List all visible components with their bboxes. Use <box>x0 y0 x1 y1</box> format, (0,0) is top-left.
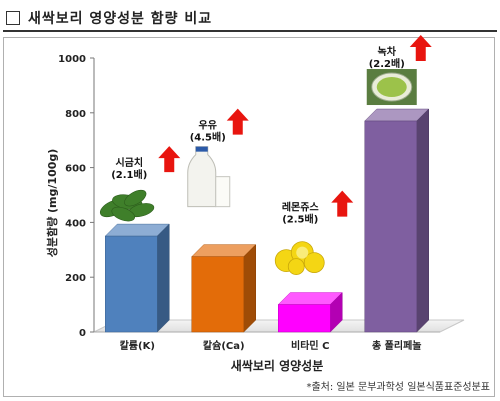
title-underline <box>3 30 497 32</box>
milk-icon <box>187 146 231 208</box>
bar-side-face <box>157 223 170 333</box>
milk-bottle <box>187 146 217 208</box>
bar-side-face <box>243 244 256 333</box>
red-up-arrow-icon <box>331 190 354 217</box>
x-tick-label: 비타민 C <box>291 339 329 352</box>
spinach-leaf <box>124 189 147 207</box>
bar-front-face <box>364 120 417 333</box>
red-up-arrow-icon <box>409 35 432 62</box>
bar <box>104 223 170 333</box>
x-tick-label: 칼륨(K) <box>120 339 155 352</box>
x-axis-title: 새싹보리 영양성분 <box>231 358 324 373</box>
y-tick-label: 400 <box>65 218 86 229</box>
green-tea-icon <box>366 69 417 106</box>
y-axis-title: 성분함량 (mg/100g) <box>45 149 59 258</box>
spinach-leaf <box>111 206 136 222</box>
lemon <box>287 258 305 276</box>
bar <box>277 291 343 333</box>
lemon-slice <box>296 246 309 259</box>
y-tick-label: 600 <box>65 164 86 175</box>
red-up-arrow-icon <box>226 108 249 135</box>
comparison-label: 녹차 <box>378 45 397 58</box>
spinach-icon <box>99 188 156 223</box>
milk-cap <box>195 146 208 152</box>
x-tick-label: 칼슘(Ca) <box>203 339 245 352</box>
comparison-label: 레몬쥬스 <box>282 201 319 214</box>
comparison-ratio: (4.5배) <box>190 131 226 144</box>
comparison-label: 우유 <box>199 120 217 132</box>
bar-side-face <box>416 108 429 333</box>
comparison-ratio: (2.1배) <box>111 168 147 181</box>
comparison-ratio: (2.5배) <box>282 213 318 226</box>
y-tick-label: 0 <box>79 328 86 339</box>
x-tick-label: 총 폴리페놀 <box>372 339 421 352</box>
title-row: 새싹보리 영양성분 함량 비교 <box>6 6 212 30</box>
y-tick-label: 1000 <box>58 54 86 65</box>
bar <box>364 108 430 333</box>
bar <box>191 244 257 333</box>
y-tick-label: 800 <box>65 109 86 120</box>
red-up-arrow-icon <box>158 146 181 173</box>
lemon-icon <box>274 236 327 276</box>
bar-front-face <box>278 304 331 333</box>
y-tick-label: 200 <box>65 273 86 284</box>
page-title: 새싹보리 영양성분 함량 비교 <box>28 11 213 27</box>
comparison-label: 시금치 <box>115 156 143 169</box>
tea-liquid <box>376 77 407 98</box>
lemon <box>303 252 325 274</box>
milk-glass <box>215 176 231 208</box>
source-note: *출처: 일본 문부과학성 일본식품표준성분표 <box>306 382 490 393</box>
comparison-ratio: (2.2배) <box>369 57 405 70</box>
checkbox-square-icon <box>6 11 20 25</box>
bar-front-face <box>105 235 158 333</box>
bar-front-face <box>191 256 244 333</box>
